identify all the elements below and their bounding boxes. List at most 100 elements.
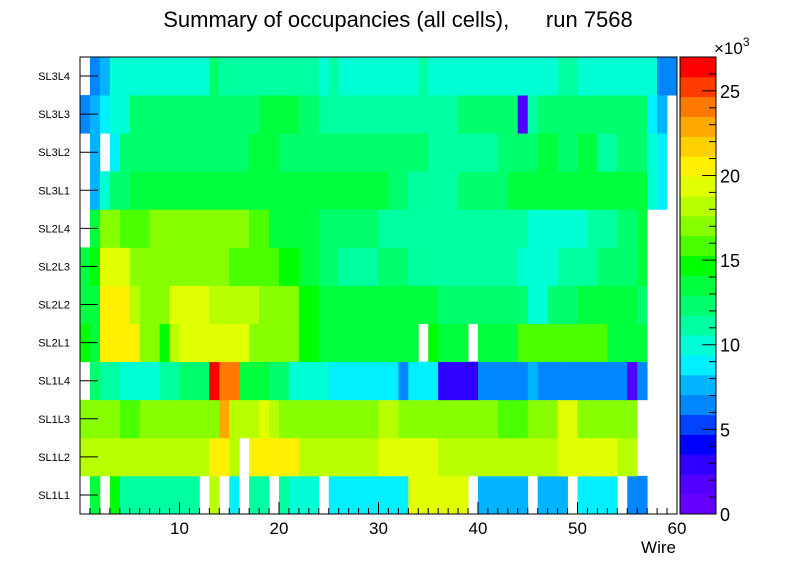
cell-sl2l1-11 bbox=[428, 323, 439, 363]
cell-sl1l1-12 bbox=[537, 475, 568, 515]
cell-sl3l1-11 bbox=[527, 171, 638, 210]
cell-sl1l3-4 bbox=[229, 399, 260, 439]
colorbar-swatch-7 bbox=[680, 355, 716, 376]
cell-sl2l2-12 bbox=[458, 285, 529, 324]
cell-sl1l1-15 bbox=[637, 475, 648, 515]
cell-sl2l1-14 bbox=[517, 323, 608, 363]
cell-sl1l2-4 bbox=[298, 437, 379, 477]
colorbar-tick-label-20: 20 bbox=[720, 166, 740, 186]
cell-sl1l4-9 bbox=[288, 361, 330, 401]
colorbar: 0 5 10 15 20 25 bbox=[680, 56, 740, 525]
cell-sl3l3-10 bbox=[517, 95, 529, 134]
cell-sl3l1-13 bbox=[647, 171, 658, 210]
cell-sl2l4-6 bbox=[269, 209, 290, 248]
cell-sl2l2-10 bbox=[318, 285, 439, 324]
cell-sl1l3-9 bbox=[398, 399, 499, 439]
colorbar-swatch-18 bbox=[680, 136, 716, 157]
cell-sl2l2-3 bbox=[109, 285, 131, 324]
cell-sl3l3-9 bbox=[458, 95, 519, 134]
cell-sl3l2-11 bbox=[597, 133, 618, 172]
cell-sl3l4-15 bbox=[667, 57, 678, 96]
cell-sl1l1-1 bbox=[109, 475, 121, 515]
cell-sl1l4-15 bbox=[478, 361, 529, 401]
colorbar-swatch-1 bbox=[680, 474, 716, 495]
cell-sl3l3-13 bbox=[577, 95, 648, 134]
cell-sl3l4-13 bbox=[647, 57, 658, 96]
cell-sl2l4-2 bbox=[119, 209, 151, 248]
cell-sl2l1-6 bbox=[179, 323, 250, 363]
cell-sl1l1-9 bbox=[408, 475, 469, 515]
cell-sl3l2-10 bbox=[577, 133, 598, 172]
colorbar-tick-label-10: 10 bbox=[720, 336, 740, 356]
cell-sl2l1-16 bbox=[637, 323, 648, 363]
cell-sl2l2-7 bbox=[209, 285, 260, 324]
x-axis: 10 20 30 40 50 60 bbox=[89, 502, 687, 538]
cell-sl3l2-7 bbox=[497, 133, 539, 172]
cell-sl3l3-5 bbox=[259, 95, 300, 134]
cell-sl2l4-10 bbox=[388, 209, 529, 248]
x-tick-label-40: 40 bbox=[469, 519, 488, 538]
cell-sl2l1-3 bbox=[139, 323, 160, 363]
cell-sl1l1-10 bbox=[478, 475, 489, 515]
cell-sl1l2-7 bbox=[557, 437, 618, 477]
cell-sl3l2-5 bbox=[378, 133, 429, 172]
colorbar-swatch-19 bbox=[680, 116, 716, 137]
cell-sl3l4-10 bbox=[428, 57, 558, 96]
cell-sl3l1-12 bbox=[637, 171, 648, 210]
y-tick-label-sl1l3: SL1L3 bbox=[38, 414, 70, 426]
cell-sl1l1-6 bbox=[279, 475, 290, 515]
heatmap-cells bbox=[80, 57, 678, 515]
cell-sl1l4-8 bbox=[269, 361, 290, 401]
cell-sl3l3-7 bbox=[318, 95, 389, 134]
cell-sl3l3-3 bbox=[109, 95, 131, 134]
cell-sl2l3-5 bbox=[229, 247, 280, 286]
cell-sl3l2-2 bbox=[119, 133, 250, 172]
x-tick-label-60: 60 bbox=[668, 519, 687, 538]
cell-sl1l4-14 bbox=[438, 361, 479, 401]
cell-sl2l2-5 bbox=[139, 285, 170, 324]
colorbar-multiplier: ×103 bbox=[714, 35, 750, 58]
cell-sl2l1-13 bbox=[478, 323, 519, 363]
cell-sl3l2-1 bbox=[109, 133, 121, 172]
cell-sl2l3-13 bbox=[557, 247, 598, 286]
cell-sl3l1-5 bbox=[288, 171, 389, 210]
cell-sl2l1-4 bbox=[159, 323, 170, 363]
cell-sl1l4-7 bbox=[239, 361, 270, 401]
colorbar-swatch-15 bbox=[680, 196, 716, 217]
cell-sl2l4-11 bbox=[527, 209, 588, 248]
cell-sl2l3-3 bbox=[129, 247, 170, 286]
cell-sl3l3-6 bbox=[298, 95, 320, 134]
cell-sl1l4-12 bbox=[408, 361, 429, 401]
cell-sl1l1-7 bbox=[288, 475, 320, 515]
x-tick-label-20: 20 bbox=[270, 519, 289, 538]
cell-sl3l4-2 bbox=[109, 57, 210, 96]
cell-sl3l2-3 bbox=[249, 133, 280, 172]
cell-sl3l1-7 bbox=[408, 171, 429, 210]
y-tick-label-sl2l2: SL2L2 bbox=[38, 300, 70, 312]
cell-sl3l1-14 bbox=[657, 171, 668, 210]
cell-sl1l4-5 bbox=[209, 361, 220, 401]
cell-sl2l1-9 bbox=[318, 323, 409, 363]
y-tick-label-sl1l1: SL1L1 bbox=[38, 490, 70, 502]
cell-sl2l3-12 bbox=[517, 247, 558, 286]
cell-sl3l4-11 bbox=[557, 57, 578, 96]
cell-sl2l4-9 bbox=[378, 209, 389, 248]
cell-sl1l4-17 bbox=[537, 361, 549, 401]
colorbar-swatch-14 bbox=[680, 215, 716, 237]
cell-sl2l1-7 bbox=[249, 323, 300, 363]
cell-sl1l3-8 bbox=[378, 399, 399, 439]
cell-sl3l4-8 bbox=[338, 57, 419, 96]
chart-title: Summary of occupancies (all cells), run … bbox=[163, 7, 633, 32]
cell-sl2l1-10 bbox=[408, 323, 419, 363]
cell-sl3l3-12 bbox=[537, 95, 578, 134]
cell-sl1l4-16 bbox=[527, 361, 539, 401]
cell-sl1l3-2 bbox=[139, 399, 220, 439]
cell-sl2l2-15 bbox=[577, 285, 638, 324]
colorbar-swatch-13 bbox=[680, 235, 716, 257]
x-tick-label-10: 10 bbox=[170, 519, 189, 538]
colorbar-tick-label-25: 25 bbox=[720, 82, 740, 102]
y-tick-label-sl3l2: SL3L2 bbox=[38, 147, 70, 159]
cell-sl1l3-6 bbox=[269, 399, 280, 439]
colorbar-swatch-6 bbox=[680, 374, 716, 396]
cell-sl2l3-8 bbox=[318, 247, 340, 286]
